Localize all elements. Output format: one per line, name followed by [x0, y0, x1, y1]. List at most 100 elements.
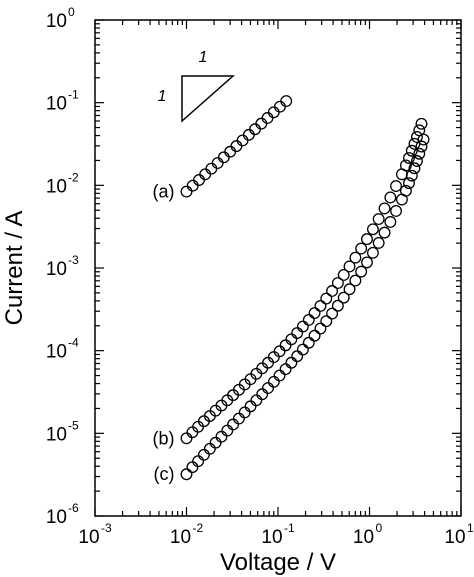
x-tick-label: 10 — [353, 527, 374, 548]
data-point — [180, 468, 193, 481]
x-tick-label-exponent: 1 — [467, 521, 474, 535]
y-axis-title: Current / A — [1, 211, 28, 326]
data-points: (a) (b) (c) — [153, 95, 430, 484]
slope-triangle: 1 1 — [158, 49, 235, 123]
data-point — [390, 180, 402, 192]
data-point — [255, 117, 268, 130]
data-point — [256, 388, 269, 401]
data-point — [211, 157, 224, 170]
data-point — [273, 100, 286, 113]
data-point — [320, 292, 333, 305]
data-point — [242, 128, 255, 141]
data-point — [180, 432, 193, 445]
data-point — [296, 320, 309, 333]
x-tick-label: 10 — [170, 527, 191, 548]
y-tick-label: 10 — [46, 424, 67, 445]
data-point — [405, 144, 418, 157]
series-3: (c) — [154, 133, 430, 484]
data-point — [193, 174, 205, 186]
data-point — [384, 191, 397, 204]
series-1: (a) — [153, 95, 293, 202]
data-point — [337, 268, 350, 281]
data-point — [205, 162, 218, 175]
data-point — [415, 117, 428, 130]
data-point — [366, 223, 379, 236]
data-point — [384, 216, 397, 228]
data-point — [337, 291, 350, 304]
data-point — [331, 277, 344, 290]
data-point — [378, 202, 391, 215]
data-point — [308, 329, 321, 342]
data-point — [372, 213, 385, 226]
data-point — [349, 274, 362, 287]
data-point — [217, 151, 230, 164]
data-point — [221, 424, 234, 437]
data-point — [279, 339, 292, 352]
data-point — [267, 351, 280, 364]
data-point — [372, 236, 385, 249]
data-point — [280, 95, 293, 108]
data-point — [314, 299, 327, 312]
data-point — [273, 345, 286, 358]
data-point — [250, 394, 263, 407]
data-point — [209, 436, 222, 449]
data-point — [197, 448, 210, 461]
y-tick-label-exponent: -2 — [68, 170, 79, 184]
data-point — [399, 159, 412, 172]
series-label: (b) — [153, 428, 175, 448]
data-point — [262, 382, 274, 395]
data-point — [224, 145, 237, 158]
data-point — [291, 327, 304, 339]
data-point — [314, 322, 327, 335]
data-point — [267, 106, 280, 119]
y-tick-label: 10 — [46, 259, 67, 280]
data-point — [410, 130, 423, 143]
data-point — [343, 283, 356, 296]
x-tick-label-exponent: -1 — [284, 521, 295, 535]
x-tick-label: 10 — [444, 527, 465, 548]
data-point — [361, 233, 373, 246]
data-point — [238, 406, 251, 419]
data-point — [232, 412, 245, 425]
data-point — [320, 315, 333, 328]
data-point — [236, 134, 249, 147]
data-point — [361, 256, 373, 269]
x-tick-label: 10 — [78, 527, 99, 548]
data-point — [215, 430, 228, 443]
slope-run-label: 1 — [199, 49, 208, 66]
data-point — [192, 455, 205, 468]
slope-triangle-shape — [181, 75, 235, 123]
slope-rise-label: 1 — [158, 88, 167, 105]
data-point — [285, 356, 298, 369]
data-point — [273, 369, 286, 382]
data-point — [326, 285, 339, 297]
data-point — [326, 307, 339, 320]
data-point — [331, 299, 344, 312]
data-point — [413, 147, 426, 160]
data-point — [230, 140, 243, 153]
x-axis-title: Voltage / V — [220, 549, 336, 576]
data-point — [355, 242, 368, 255]
data-point — [417, 133, 430, 146]
y-tick-label: 10 — [46, 94, 67, 115]
data-point — [405, 169, 418, 182]
data-point — [249, 123, 261, 136]
data-point — [279, 363, 292, 376]
y-tick-label: 10 — [46, 176, 67, 197]
x-tick-label-exponent: 0 — [376, 521, 383, 535]
x-tick-labels: 10 -3 10 -2 10 -1 10 0 10 1 — [78, 521, 474, 548]
y-tick-label-exponent: -3 — [68, 253, 79, 267]
y-tick-label: 10 — [46, 507, 67, 528]
data-point — [378, 226, 391, 239]
y-tick-label-exponent: -4 — [68, 336, 79, 350]
data-point — [291, 350, 304, 363]
data-point — [415, 140, 428, 153]
plot-frame — [94, 19, 462, 517]
data-point — [355, 265, 368, 278]
data-point — [403, 177, 415, 190]
data-point — [227, 418, 240, 431]
data-point — [390, 205, 402, 217]
data-point — [261, 112, 274, 124]
